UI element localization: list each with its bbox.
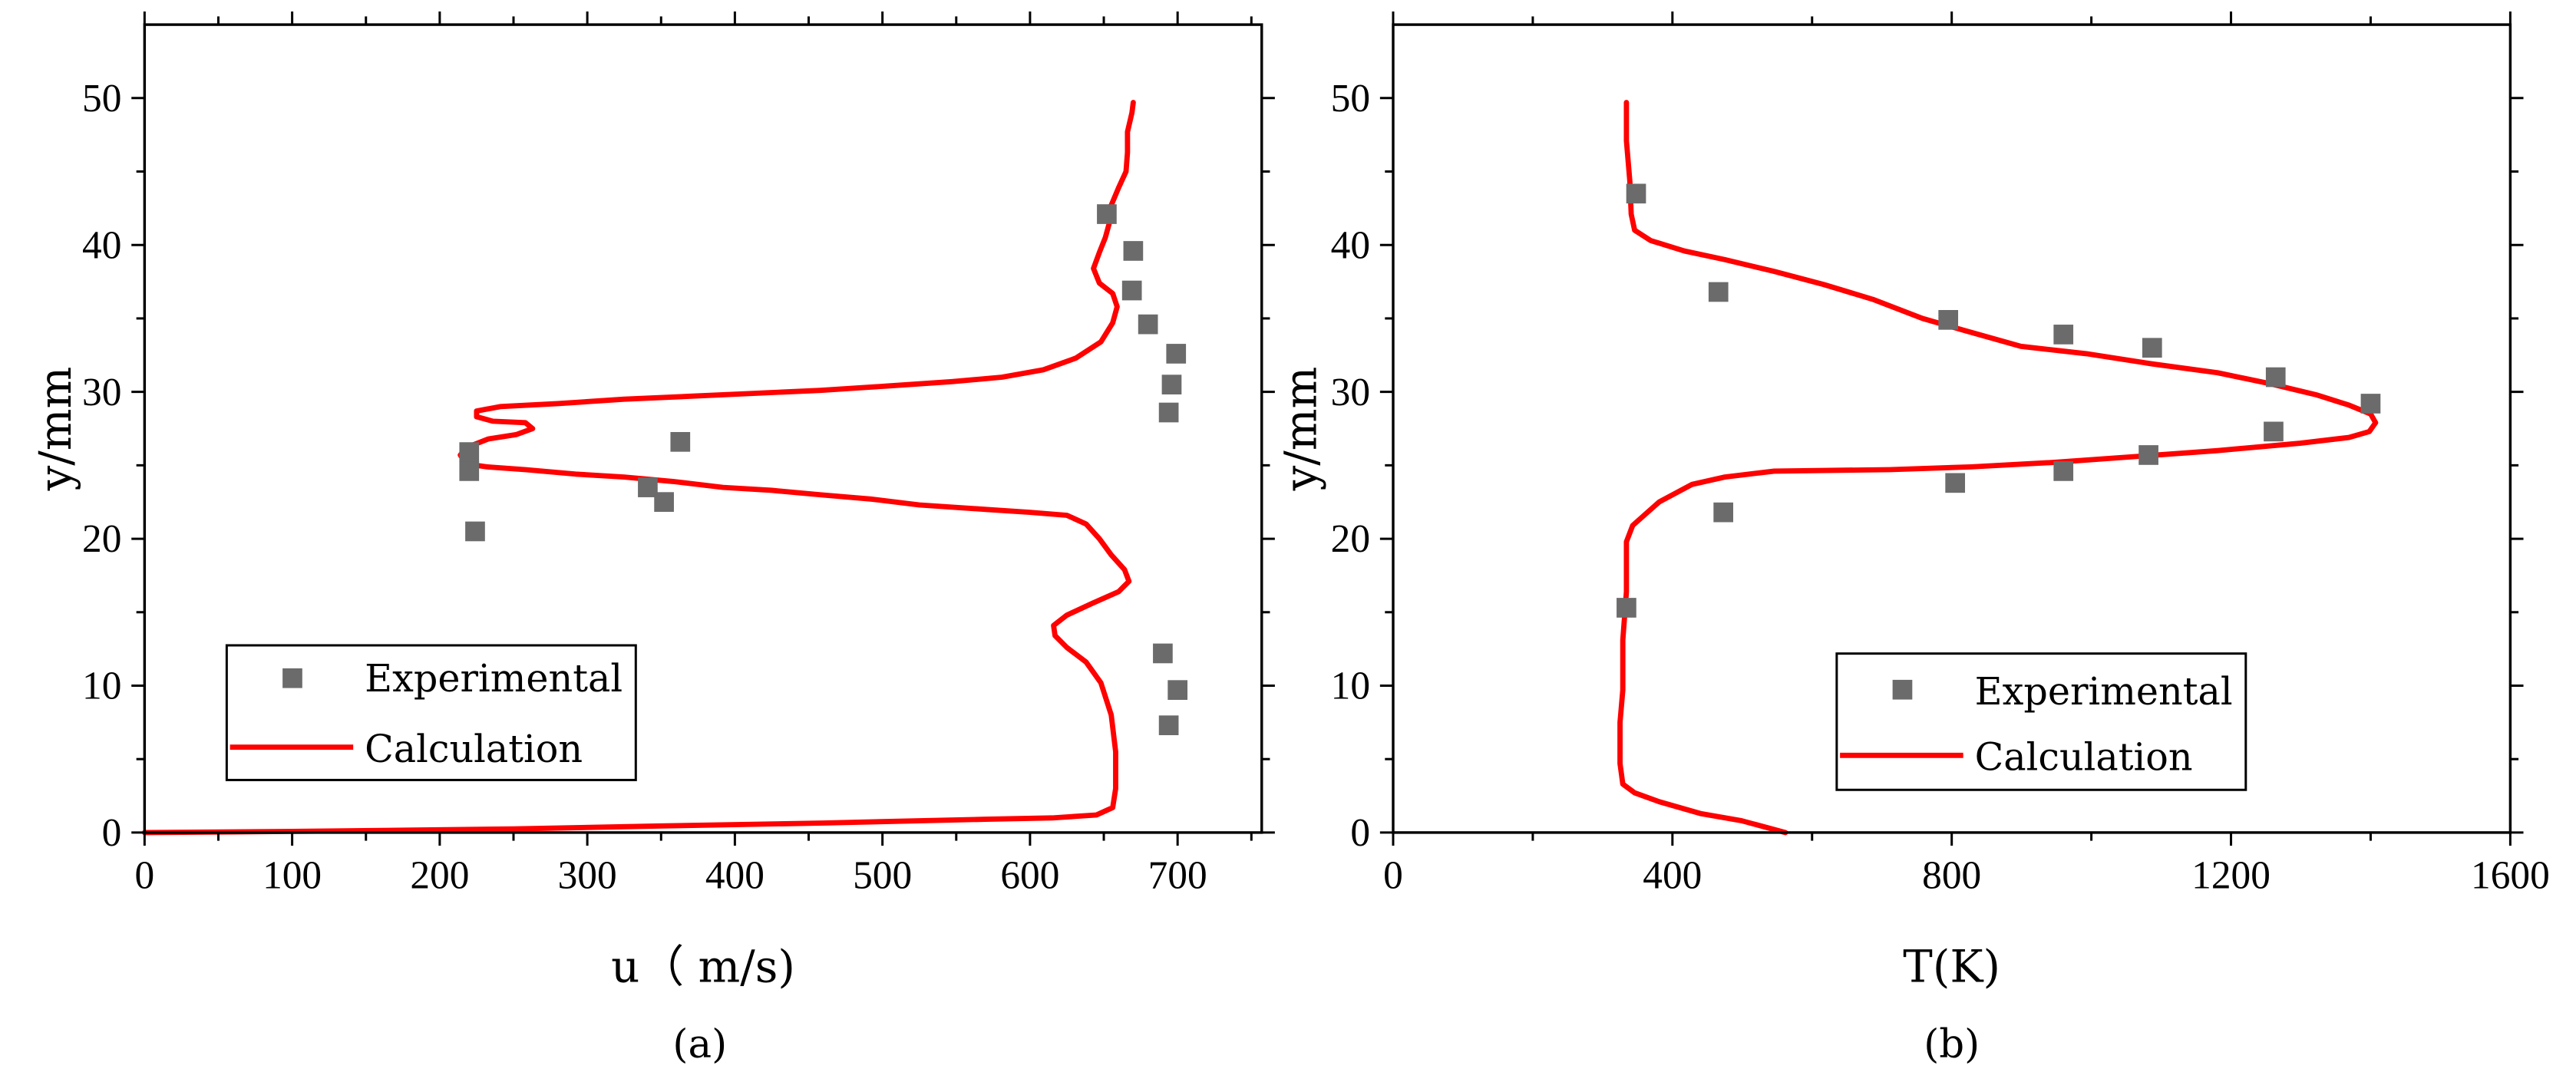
y-tick-label: 40 — [82, 223, 121, 267]
x-tick-label: 500 — [853, 854, 912, 898]
y-tick-label: 0 — [102, 811, 122, 855]
y-tick-label: 30 — [1331, 371, 1370, 414]
legend: Experimental Calculation — [1835, 652, 2247, 791]
legend-box — [225, 644, 637, 781]
x-tick-label: 0 — [1383, 854, 1403, 898]
x-tick-label: 300 — [558, 854, 617, 898]
y-axis-label: y/mm — [1274, 367, 1326, 492]
experimental-point — [654, 492, 674, 512]
experimental-point — [1158, 715, 1179, 736]
x-tick-label: 700 — [1148, 854, 1207, 898]
experimental-point — [459, 442, 480, 462]
experimental-point — [670, 431, 691, 452]
y-tick-label: 50 — [82, 77, 121, 120]
x-tick-label: 400 — [1643, 854, 1702, 898]
y-tick-label: 30 — [82, 371, 121, 414]
experimental-point — [1945, 473, 1966, 493]
y-axis-label: y/mm — [29, 367, 81, 492]
experimental-point — [2138, 445, 2158, 465]
x-tick-label: 1200 — [2191, 854, 2271, 898]
legend-label-calculation: Calculation — [365, 727, 583, 771]
experimental-point — [1617, 598, 1636, 618]
legend-label-experimental: Experimental — [1975, 669, 2233, 714]
panel-caption: (b) — [1924, 1021, 1980, 1067]
y-tick-label: 20 — [82, 517, 121, 561]
experimental-point — [1123, 241, 1144, 261]
x-tick-label: 400 — [705, 854, 765, 898]
plot-area: 0 100 200 300 400 500 600 700 0 10 20 30 40 50 — [82, 11, 1275, 898]
x-tick-label: 800 — [1922, 854, 1981, 898]
plot-area: 0 400 800 1200 1600 0 10 20 30 40 50 — [1331, 11, 2550, 898]
y-tick-label: 10 — [82, 665, 121, 708]
experimental-point — [1121, 280, 1142, 301]
experimental-point — [1166, 344, 1187, 364]
experimental-point — [2265, 367, 2286, 388]
experimental-point — [2142, 338, 2162, 358]
y-tick-label: 50 — [1331, 77, 1370, 120]
plot-frame — [143, 23, 1263, 834]
experimental-point — [465, 521, 485, 542]
experimental-point — [459, 461, 480, 481]
x-axis-label: u（ m/s) — [611, 941, 795, 993]
legend: Experimental Calculation — [225, 644, 637, 781]
legend-box — [1835, 652, 2247, 791]
experimental-point — [2360, 394, 2381, 414]
experimental-point — [1708, 282, 1729, 302]
experimental-point — [2264, 421, 2284, 442]
legend-marker-experimental — [282, 668, 302, 688]
x-axis-label: T(K) — [1903, 941, 2000, 993]
experimental-point — [1713, 502, 1734, 523]
y-tick-label: 40 — [1331, 223, 1370, 267]
panel-b: 0 400 800 1200 1600 0 10 20 30 40 50 Experimental … — [1274, 11, 2550, 1067]
experimental-point — [1938, 310, 1959, 330]
experimental-point — [1153, 643, 1173, 664]
panel-a: 0 100 200 300 400 500 600 700 0 10 20 30 40 50 Experi… — [29, 11, 1275, 1067]
calculation-curve — [1617, 100, 2379, 836]
legend-marker-experimental — [1892, 679, 1913, 700]
experimental-point — [2053, 325, 2074, 345]
y-tick-label: 0 — [1350, 811, 1370, 855]
experimental-point — [2053, 461, 2074, 481]
x-tick-label: 0 — [135, 854, 155, 898]
calculation-curve — [141, 100, 1136, 836]
legend-label-calculation: Calculation — [1975, 735, 2193, 780]
legend-label-experimental: Experimental — [365, 656, 623, 701]
experimental-point — [1161, 374, 1182, 394]
x-tick-label: 600 — [1000, 854, 1059, 898]
experimental-point — [1138, 314, 1158, 335]
y-tick-label: 20 — [1331, 517, 1370, 561]
x-tick-label: 100 — [263, 854, 322, 898]
panel-caption: (a) — [672, 1021, 727, 1067]
experimental-point — [1097, 204, 1117, 224]
experimental-point — [1167, 680, 1188, 701]
x-tick-label: 200 — [410, 854, 469, 898]
x-tick-label: 1600 — [2471, 854, 2550, 898]
y-tick-label: 10 — [1331, 665, 1370, 708]
experimental-point — [1158, 402, 1179, 423]
experimental-point — [1626, 183, 1646, 204]
